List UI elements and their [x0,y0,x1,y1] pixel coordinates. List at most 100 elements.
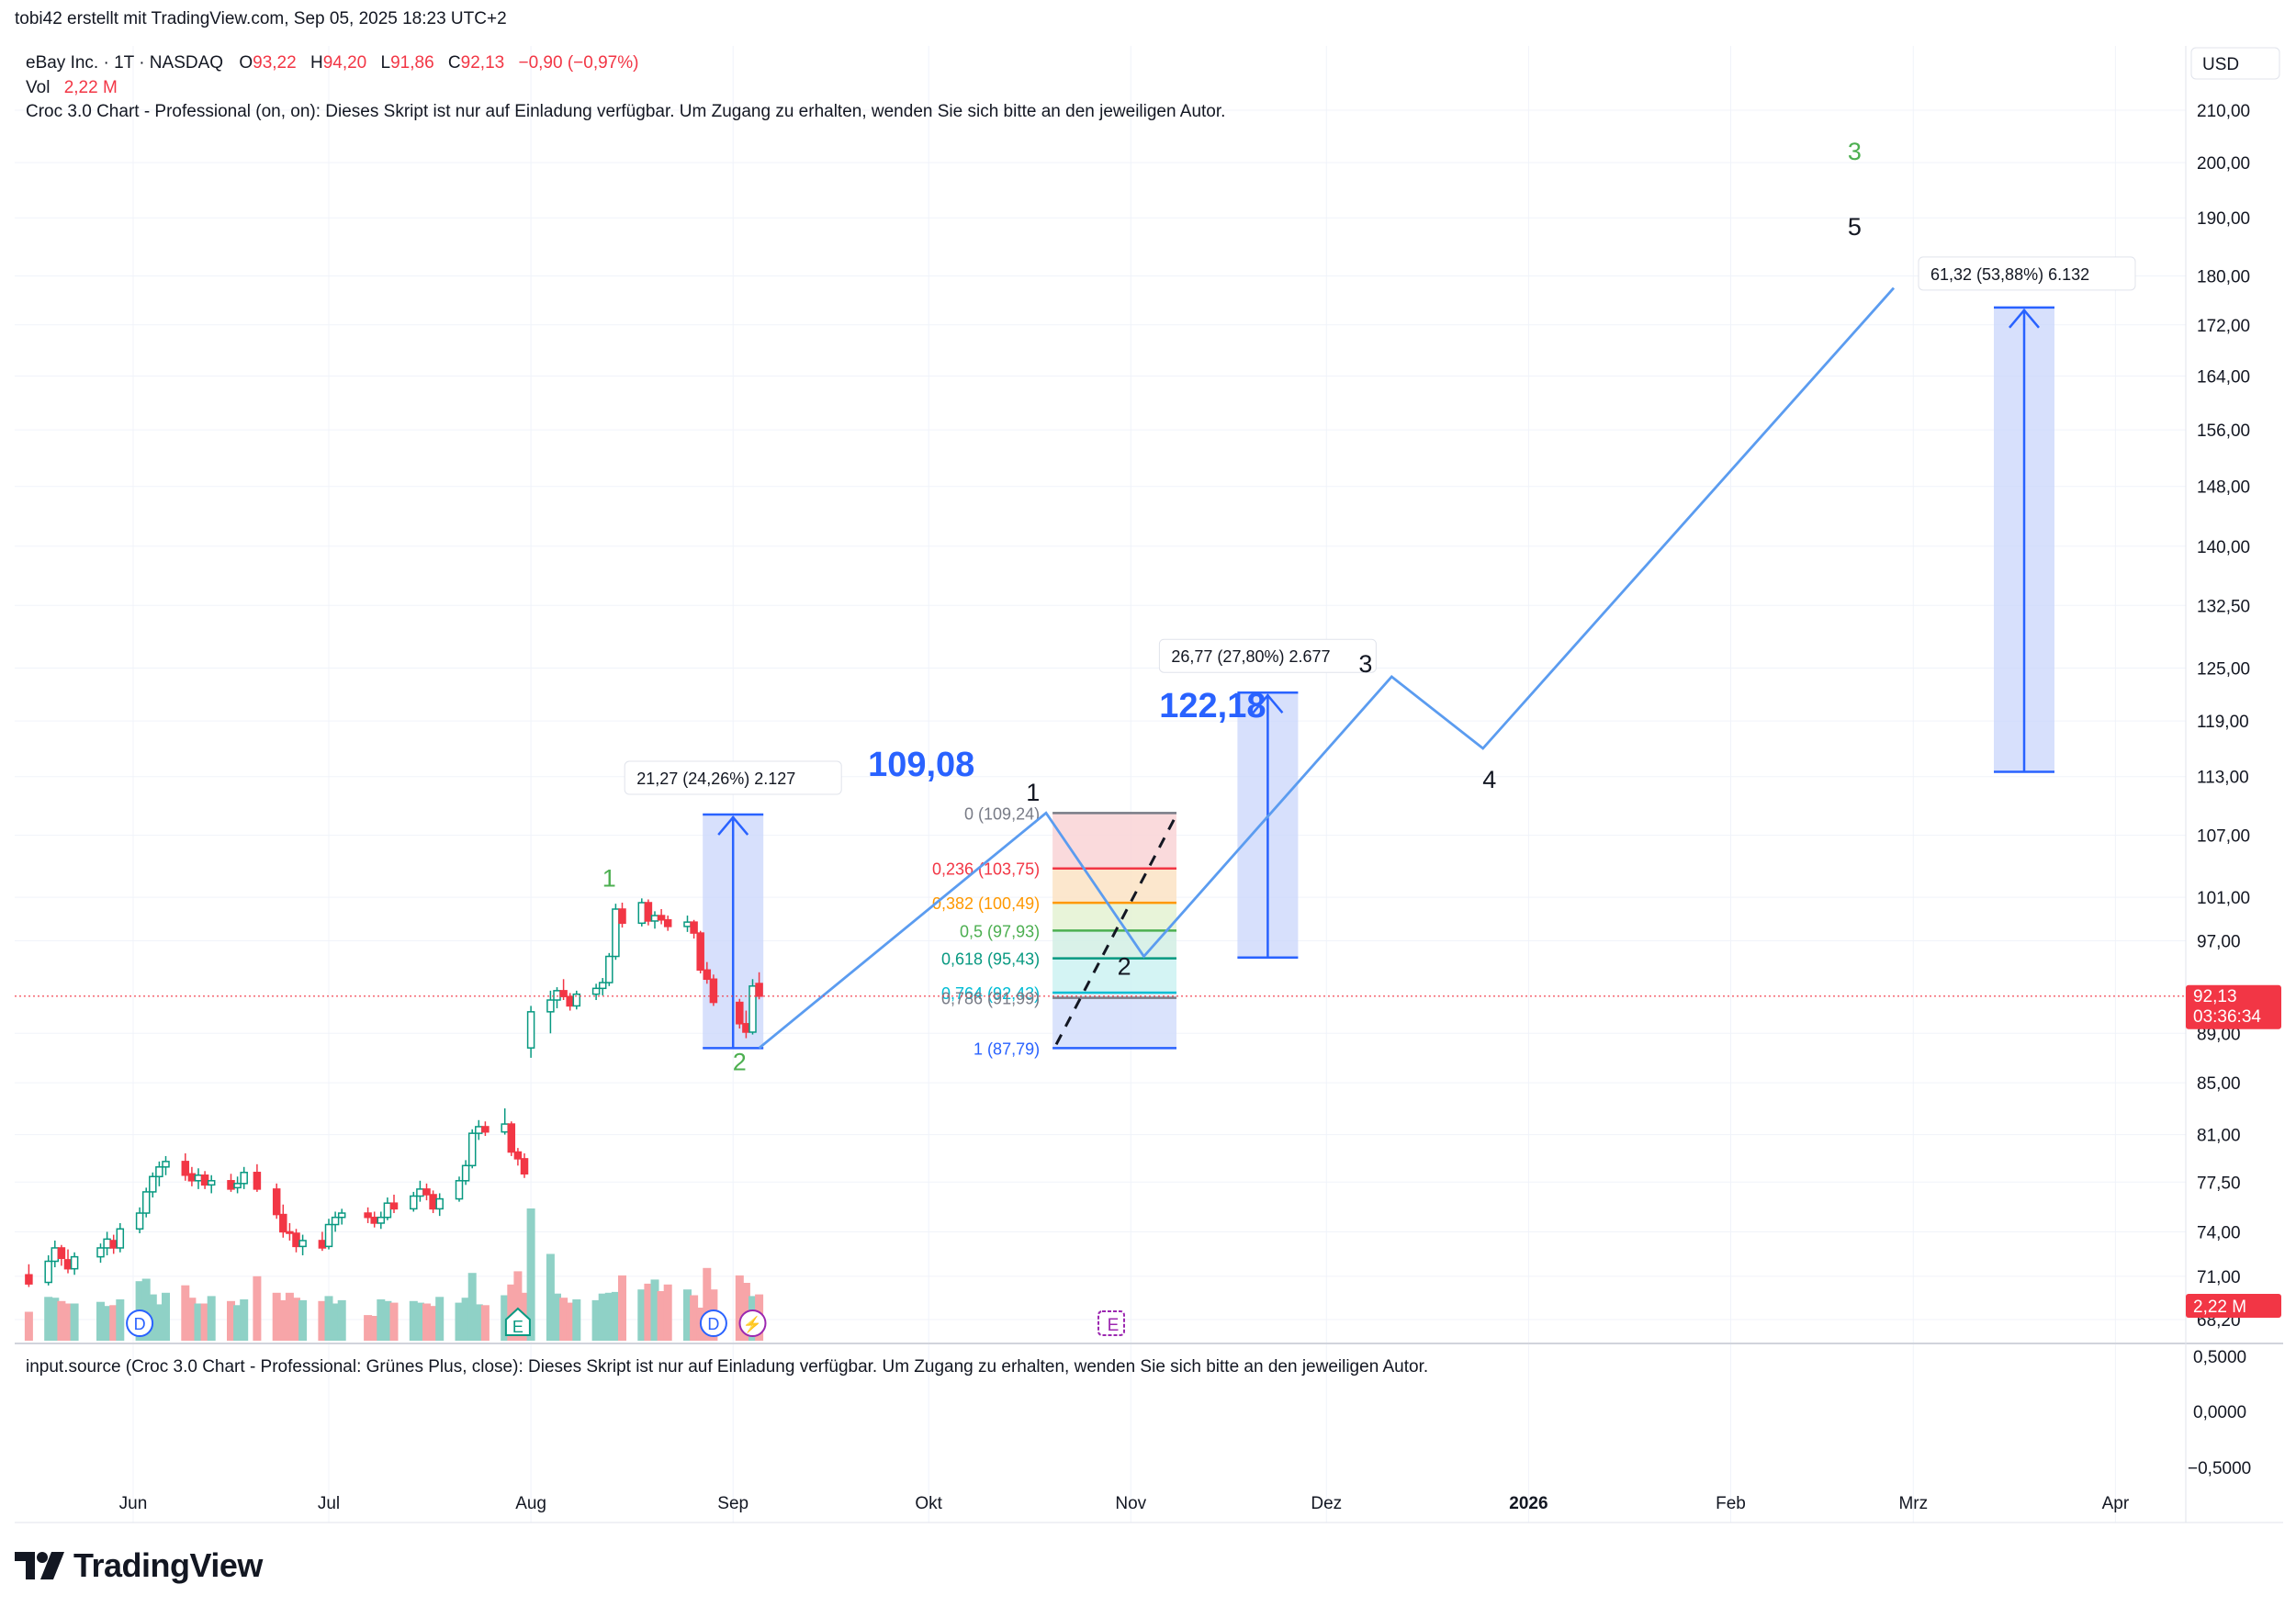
candle-body[interactable] [696,932,704,972]
candle-body[interactable] [657,915,666,921]
candle-body[interactable] [253,1172,262,1190]
currency-button[interactable]: USD [2190,47,2280,80]
candle-body[interactable] [103,1238,111,1249]
candle-body[interactable] [149,1175,157,1193]
candle-body[interactable] [501,1123,509,1133]
candle-body[interactable] [755,983,763,997]
fib-trend-line[interactable] [1054,814,1178,1046]
candle-body[interactable] [416,1188,424,1197]
projection-path[interactable] [758,287,1896,1050]
candle-body[interactable] [377,1216,386,1224]
candle-body[interactable] [736,1001,744,1025]
candle-body[interactable] [364,1212,372,1219]
price-range-measurements[interactable]: 21,27 (24,26%) 2.127 109,08 26,77 (27,80%)… [624,256,2136,1050]
candle-body[interactable] [194,1174,203,1182]
dividend-marker[interactable] [126,1309,154,1337]
candle-body[interactable] [526,1011,535,1049]
dividend-marker[interactable] [699,1309,727,1337]
candle-body[interactable] [57,1247,66,1260]
candle-body[interactable] [559,990,568,997]
candle-body[interactable] [703,969,712,981]
candle-body[interactable] [286,1231,294,1234]
candle-body[interactable] [520,1158,529,1175]
candle-body[interactable] [683,921,692,927]
candle-body[interactable] [370,1216,378,1224]
candle-body[interactable] [410,1195,418,1210]
candle-body[interactable] [748,985,757,1033]
candle-body[interactable] [109,1240,118,1249]
candle-body[interactable] [461,1164,470,1182]
candle-body[interactable] [337,1212,346,1219]
candle-body[interactable] [155,1166,163,1178]
earnings-upcoming-marker[interactable] [1097,1310,1125,1336]
price-tick-label: 89,00 [2197,1025,2241,1044]
fibonacci-retracement[interactable]: 0 (109,24) 0,236 (103,75) 0,382 (100,49) 0,… [932,804,1178,1058]
candle-body[interactable] [572,993,581,1007]
candle-body[interactable] [507,1123,516,1153]
candle-body[interactable] [233,1183,242,1189]
price-tick-label: 164,00 [2197,368,2250,388]
candle-body[interactable] [298,1240,307,1248]
candle-body[interactable] [318,1240,327,1249]
candle-body[interactable] [25,1274,33,1285]
candle-body[interactable] [116,1228,125,1249]
tradingview-logo[interactable]: TradingView [15,1546,263,1585]
candle-body[interactable] [663,919,672,927]
candle-body[interactable] [598,982,607,990]
candle-body[interactable] [475,1126,483,1134]
candle-body[interactable] [181,1161,190,1176]
time-axis[interactable]: Jun Jul Aug Sep Okt Nov Dez 2026 Feb Mrz Apr [119,1494,2130,1513]
candle-body[interactable] [546,999,555,1013]
candle-body[interactable] [227,1180,235,1190]
candle-body[interactable] [324,1223,333,1248]
measure-arrow-head [717,815,749,836]
candle-body[interactable] [63,1259,73,1270]
candle-body[interactable] [605,955,613,983]
candle-body[interactable] [135,1212,144,1231]
candle-body[interactable] [644,902,653,922]
candle-body[interactable] [383,1202,392,1219]
candle-body[interactable] [435,1197,444,1210]
earnings-marker[interactable] [504,1307,531,1336]
candlesticks[interactable] [25,898,763,1287]
candle-body[interactable] [513,1151,523,1160]
candle-body[interactable] [481,1126,490,1133]
candle-body[interactable] [51,1247,60,1263]
candle-body[interactable] [690,921,698,934]
candle-body[interactable] [331,1216,340,1226]
candle-body[interactable] [272,1188,281,1216]
candle-body[interactable] [70,1255,79,1270]
candle-body[interactable] [429,1194,437,1210]
candle-body[interactable] [553,990,561,1001]
candle-body[interactable] [44,1260,52,1284]
candle-body[interactable] [292,1232,300,1248]
candle-body[interactable] [650,915,659,922]
candle-body[interactable] [200,1174,209,1186]
candle-body[interactable] [612,908,620,958]
candle-body[interactable] [618,908,626,925]
candle-body[interactable] [637,902,647,925]
candle-body[interactable] [240,1172,248,1185]
volume-bar [324,1296,333,1341]
wave-label: 4 [1482,766,1496,793]
candle-body[interactable] [742,1023,750,1033]
price-axis[interactable]: 210,00 200,00 190,00 180,00 172,00 164,00 156,… [2197,102,2250,1331]
wave-projection[interactable] [758,287,1896,1050]
candle-body[interactable] [162,1161,170,1168]
split-marker[interactable] [738,1309,767,1337]
candle-body[interactable] [422,1188,431,1196]
candle-body[interactable] [96,1247,105,1258]
candle-body[interactable] [709,978,718,1004]
candle-body[interactable] [187,1173,197,1182]
candle-body[interactable] [566,995,574,1007]
volume-bar [553,1293,561,1341]
candle-body[interactable] [389,1202,399,1210]
candle-body[interactable] [279,1213,287,1233]
candle-body[interactable] [467,1132,477,1167]
candle-body[interactable] [207,1180,216,1186]
candle-body[interactable] [141,1191,151,1214]
candle-body[interactable] [591,987,601,995]
event-markers[interactable]: D E D ⚡ E [126,1307,1125,1337]
candle-body[interactable] [455,1180,464,1200]
